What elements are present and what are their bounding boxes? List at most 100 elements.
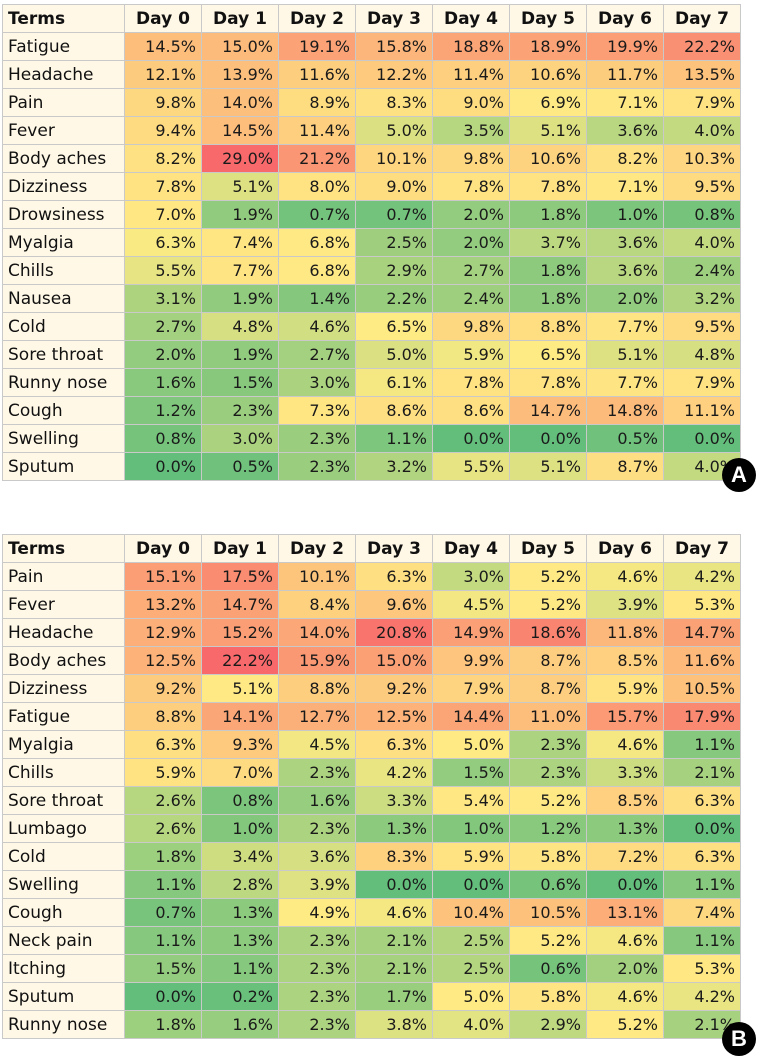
heatmap-cell: 4.6% — [355, 898, 433, 927]
heatmap-cell: 2.3% — [278, 926, 356, 955]
heatmap-cell: 5.0% — [355, 340, 433, 369]
heatmap-cell: 1.1% — [663, 730, 741, 759]
term-label: Drowsiness — [2, 200, 125, 229]
heatmap-cell: 7.7% — [586, 312, 664, 341]
heatmap-cell: 21.2% — [278, 144, 356, 173]
term-label: Sputum — [2, 982, 125, 1011]
heatmap-cell: 9.9% — [432, 646, 510, 675]
heatmap-cell: 6.8% — [278, 228, 356, 257]
heatmap-cell: 14.0% — [278, 618, 356, 647]
heatmap-cell: 2.0% — [586, 954, 664, 983]
heatmap-cell: 2.9% — [509, 1010, 587, 1039]
heatmap-cell: 4.6% — [586, 730, 664, 759]
heatmap-cell: 4.2% — [663, 562, 741, 591]
heatmap-cell: 0.0% — [432, 870, 510, 899]
heatmap-cell: 1.0% — [432, 814, 510, 843]
heatmap-cell: 3.5% — [432, 116, 510, 145]
heatmap-cell: 1.6% — [278, 786, 356, 815]
heatmap-cell: 0.5% — [586, 424, 664, 453]
heatmap-cell: 7.8% — [432, 368, 510, 397]
heatmap-cell: 2.1% — [355, 954, 433, 983]
heatmap-cell: 18.8% — [432, 32, 510, 61]
column-header-day-5: Day 5 — [509, 534, 587, 563]
heatmap-cell: 3.6% — [586, 256, 664, 285]
table-row: Sputum 0.0% 0.2% 2.3% 1.7% 5.0% 5.8% 4.6% 4.2% — [2, 982, 741, 1011]
term-label: Cough — [2, 898, 125, 927]
heatmap-cell: 6.5% — [355, 312, 433, 341]
term-label: Runny nose — [2, 1010, 125, 1039]
term-label: Cold — [2, 312, 125, 341]
heatmap-cell: 10.1% — [278, 562, 356, 591]
heatmap-cell: 10.3% — [663, 144, 741, 173]
heatmap-cell: 1.8% — [509, 200, 587, 229]
heatmap-cell: 3.6% — [586, 228, 664, 257]
heatmap-cell: 12.9% — [124, 618, 202, 647]
heatmap-cell: 2.3% — [509, 758, 587, 787]
heatmap-cell: 14.4% — [432, 702, 510, 731]
heatmap-cell: 6.1% — [355, 368, 433, 397]
heatmap-cell: 5.1% — [586, 340, 664, 369]
heatmap-cell: 4.2% — [663, 982, 741, 1011]
heatmap-cell: 6.5% — [509, 340, 587, 369]
heatmap-cell: 12.1% — [124, 60, 202, 89]
heatmap-cell: 17.5% — [201, 562, 279, 591]
panel-label-a: A — [722, 458, 756, 492]
heatmap-cell: 8.2% — [586, 144, 664, 173]
heatmap-cell: 1.8% — [124, 1010, 202, 1039]
panel-label-b: B — [722, 1022, 756, 1056]
heatmap-table-a: Terms Day 0 Day 1 Day 2 Day 3 Day 4 Day 5 Day 6… — [2, 4, 741, 481]
heatmap-cell: 1.8% — [509, 284, 587, 313]
term-label: Runny nose — [2, 368, 125, 397]
heatmap-cell: 2.3% — [278, 954, 356, 983]
heatmap-cell: 5.2% — [509, 590, 587, 619]
heatmap-cell: 13.1% — [586, 898, 664, 927]
heatmap-cell: 4.6% — [278, 312, 356, 341]
column-header-day-3: Day 3 — [355, 4, 433, 33]
heatmap-cell: 2.7% — [432, 256, 510, 285]
heatmap-cell: 7.7% — [586, 368, 664, 397]
term-label: Fatigue — [2, 32, 125, 61]
heatmap-cell: 3.3% — [355, 786, 433, 815]
heatmap-cell: 9.0% — [432, 88, 510, 117]
heatmap-cell: 9.2% — [355, 674, 433, 703]
term-label: Chills — [2, 758, 125, 787]
heatmap-cell: 13.5% — [663, 60, 741, 89]
heatmap-cell: 7.9% — [663, 88, 741, 117]
heatmap-cell: 14.0% — [201, 88, 279, 117]
heatmap-cell: 3.9% — [586, 590, 664, 619]
table-row: Fever 9.4% 14.5% 11.4% 5.0% 3.5% 5.1% 3.6% 4.0% — [2, 116, 741, 145]
heatmap-cell: 15.1% — [124, 562, 202, 591]
table-row: Cold 1.8% 3.4% 3.6% 8.3% 5.9% 5.8% 7.2% 6.3% — [2, 842, 741, 871]
heatmap-cell: 15.9% — [278, 646, 356, 675]
column-header-day-6: Day 6 — [586, 534, 664, 563]
term-label: Pain — [2, 88, 125, 117]
column-header-day-6: Day 6 — [586, 4, 664, 33]
term-label: Fatigue — [2, 702, 125, 731]
column-header-day-2: Day 2 — [278, 534, 356, 563]
heatmap-cell: 0.0% — [586, 870, 664, 899]
heatmap-cell: 0.0% — [509, 424, 587, 453]
heatmap-cell: 8.7% — [509, 674, 587, 703]
term-label: Sore throat — [2, 786, 125, 815]
heatmap-cell: 0.7% — [278, 200, 356, 229]
term-label: Headache — [2, 618, 125, 647]
heatmap-cell: 1.7% — [355, 982, 433, 1011]
heatmap-cell: 9.8% — [432, 312, 510, 341]
heatmap-cell: 1.3% — [201, 926, 279, 955]
heatmap-cell: 8.5% — [586, 646, 664, 675]
heatmap-cell: 4.6% — [586, 562, 664, 591]
heatmap-cell: 7.8% — [509, 368, 587, 397]
heatmap-cell: 5.5% — [432, 452, 510, 481]
heatmap-cell: 9.3% — [201, 730, 279, 759]
heatmap-cell: 7.4% — [201, 228, 279, 257]
heatmap-cell: 15.2% — [201, 618, 279, 647]
heatmap-cell: 29.0% — [201, 144, 279, 173]
heatmap-cell: 18.6% — [509, 618, 587, 647]
heatmap-cell: 1.0% — [586, 200, 664, 229]
column-header-day-4: Day 4 — [432, 534, 510, 563]
table-row: Fatigue 8.8% 14.1% 12.7% 12.5% 14.4% 11.0% 15.7… — [2, 702, 741, 731]
heatmap-cell: 9.8% — [124, 88, 202, 117]
heatmap-cell: 7.0% — [124, 200, 202, 229]
term-label: Cold — [2, 842, 125, 871]
table-row: Fatigue 14.5% 15.0% 19.1% 15.8% 18.8% 18.9% 19.… — [2, 32, 741, 61]
